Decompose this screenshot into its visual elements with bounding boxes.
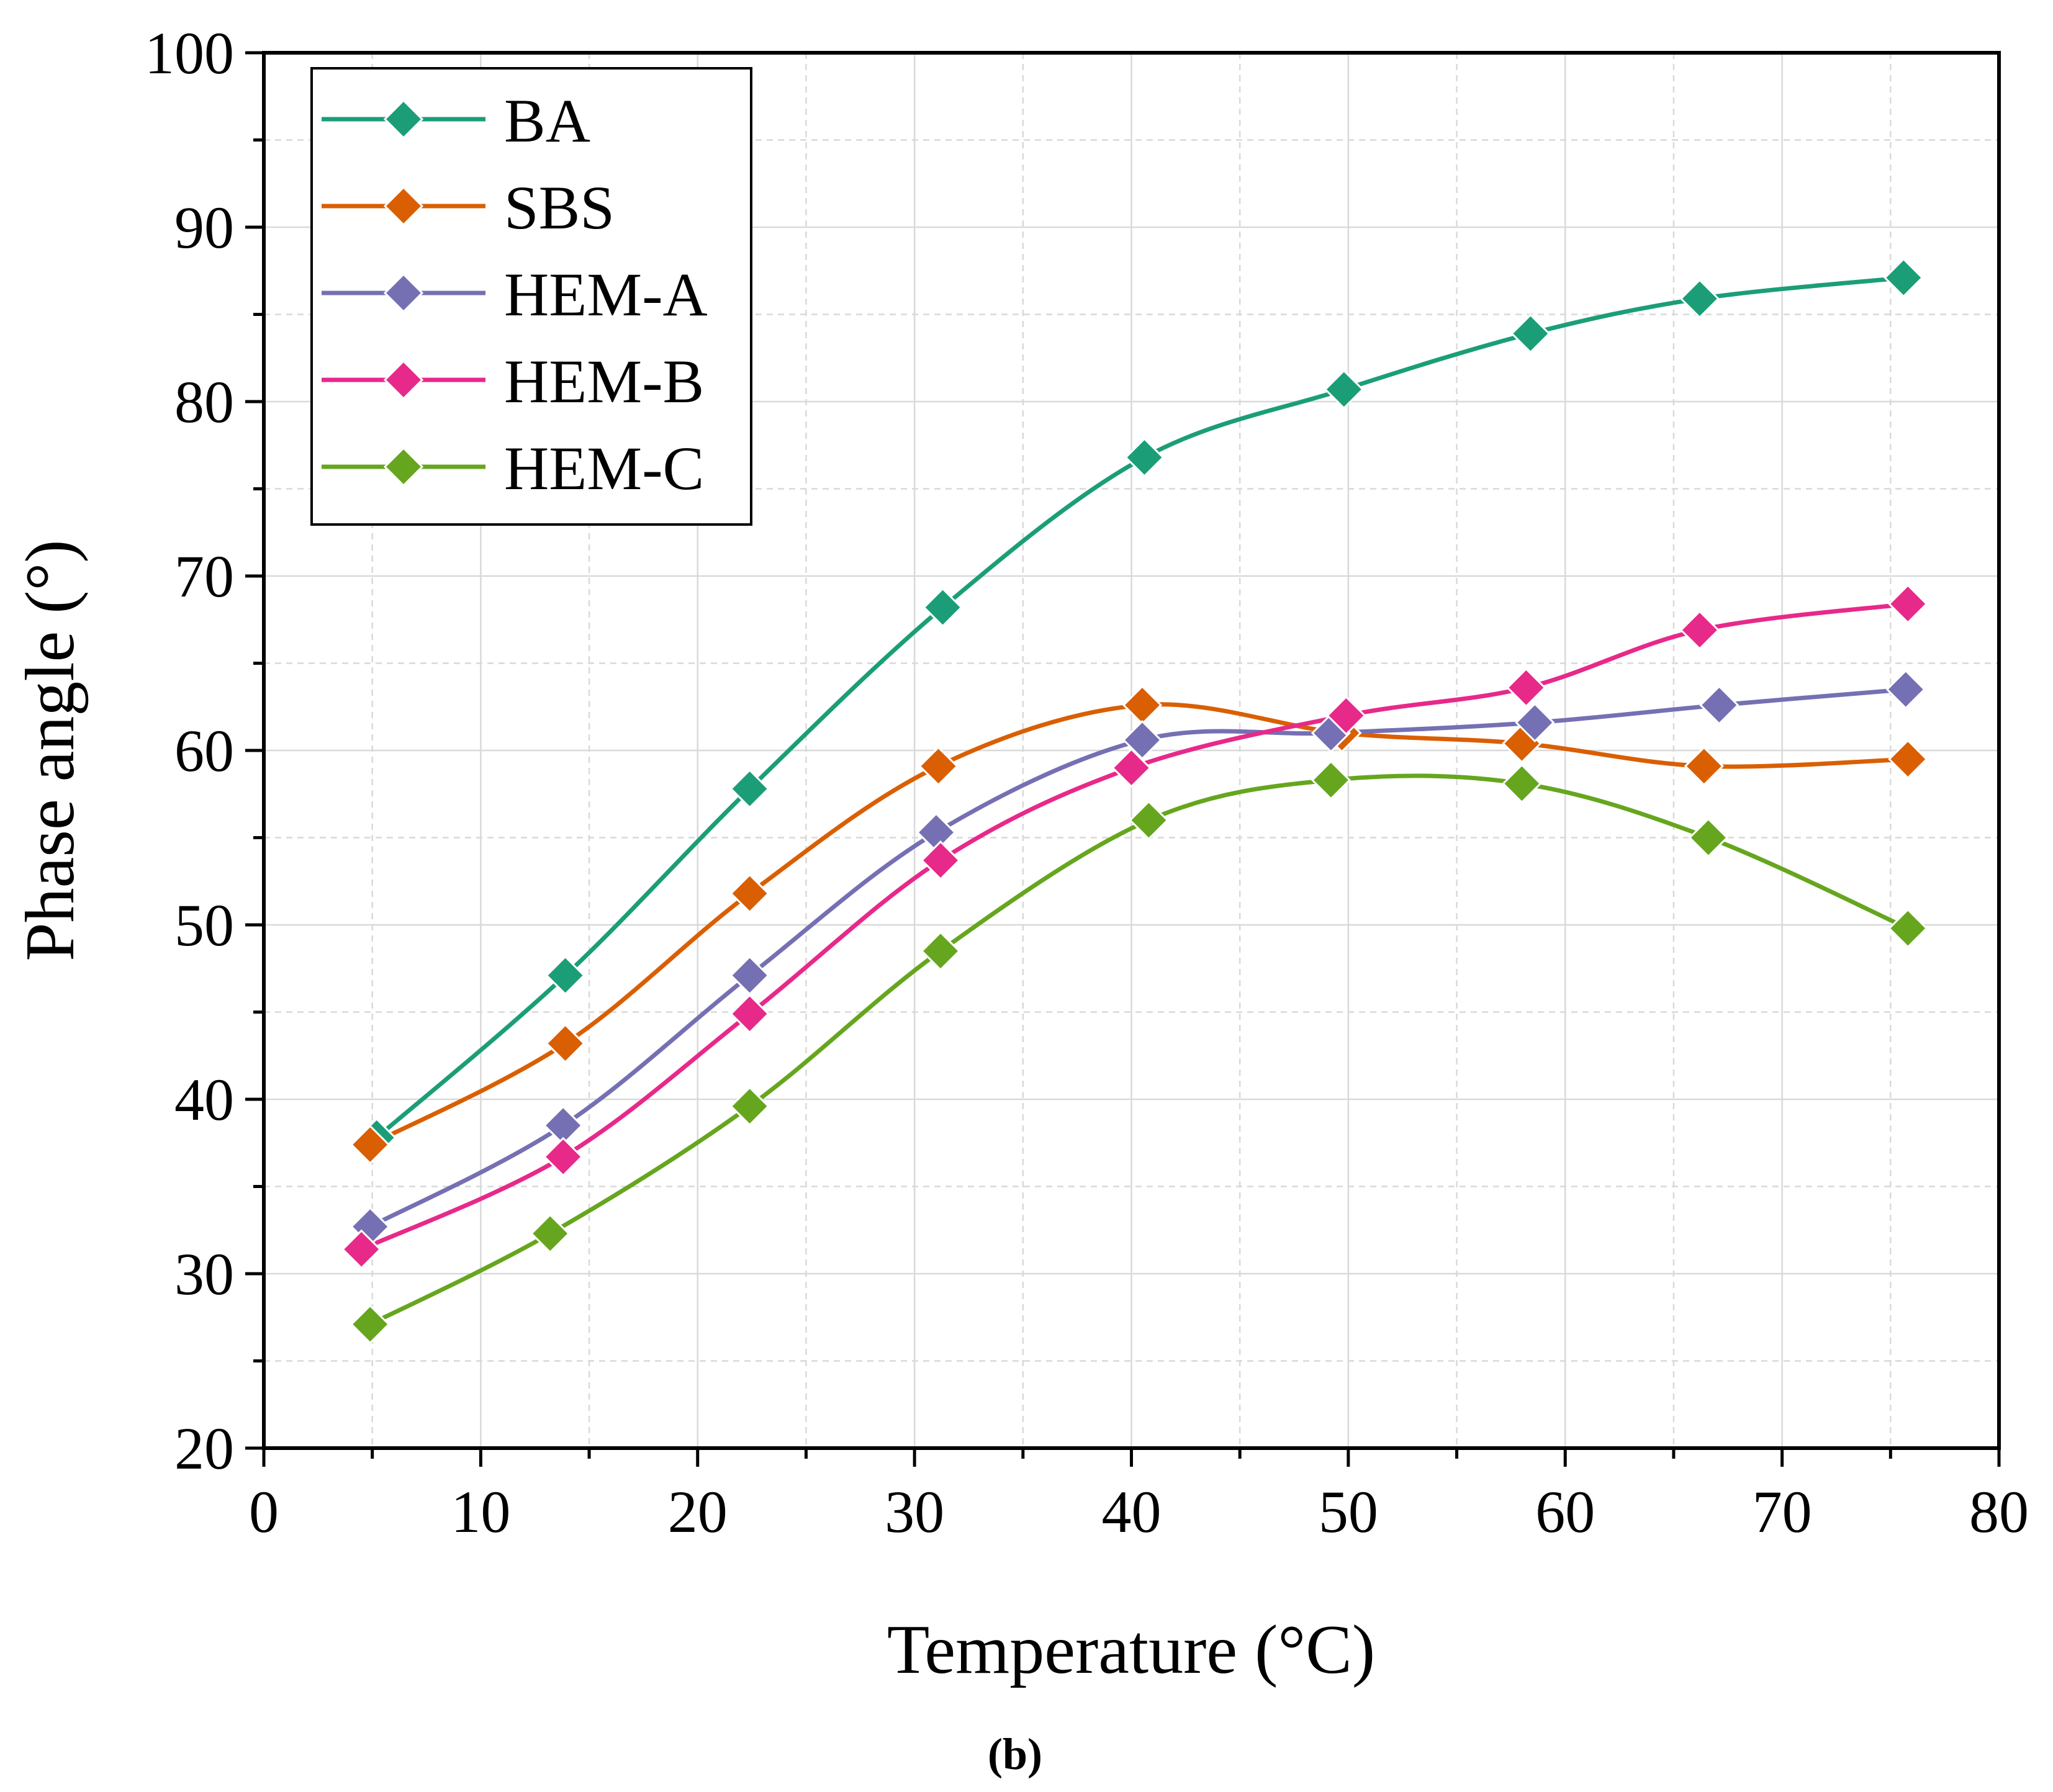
data-point-hem-c (350, 1304, 390, 1344)
series-line-hem-a (369, 687, 1906, 1229)
data-point-hem-b (729, 994, 770, 1034)
data-point-sbs (918, 746, 959, 786)
data-point-hem-b (543, 1137, 584, 1177)
data-point-hem-a (1122, 720, 1163, 760)
data-point-hem-a (1699, 685, 1739, 726)
y-tick-label: 100 (145, 20, 234, 86)
tick-labels: 0 10 20 30 40 50 60 70 80 20 30 40 50 60 70 80 90 100 (145, 20, 2029, 1545)
legend-marker-hem-c (383, 446, 424, 487)
data-point-ba (1124, 437, 1165, 478)
data-point-hem-b (1326, 695, 1366, 736)
x-tick-label: 40 (1102, 1479, 1162, 1545)
data-markers (341, 258, 1928, 1344)
x-axis-title: Temperature (°C) (887, 1611, 1375, 1688)
data-point-ba (1510, 313, 1551, 354)
x-tick-label: 30 (885, 1479, 944, 1545)
data-point-hem-b (341, 1229, 382, 1269)
data-point-hem-b (1506, 667, 1546, 708)
data-point-hem-c (1688, 817, 1728, 858)
data-point-sbs (1684, 746, 1724, 786)
data-point-sbs (350, 1124, 390, 1165)
data-point-hem-c (1888, 908, 1928, 948)
data-point-hem-a (1885, 669, 1926, 709)
legend-marker-hem-a (383, 272, 424, 313)
axis-ticks (245, 51, 2001, 1467)
data-point-hem-b (1888, 583, 1928, 624)
legend-label-sbs: SBS (504, 173, 615, 242)
data-point-hem-b (920, 840, 961, 881)
panel-label: (b) (988, 1729, 1042, 1779)
data-point-hem-c (1502, 763, 1542, 804)
data-point-hem-c (920, 931, 961, 971)
series-line-hem-c (369, 773, 1909, 1326)
series-lines (360, 276, 1909, 1326)
data-point-hem-c (1129, 800, 1169, 840)
legend-marker-sbs (383, 186, 424, 227)
data-point-ba (545, 955, 585, 996)
x-tick-label: 0 (249, 1479, 279, 1545)
data-point-hem-b (1679, 610, 1720, 651)
y-axis-title: Phase angle (°) (12, 539, 89, 961)
y-tick-label: 40 (174, 1066, 234, 1133)
data-point-hem-c (1311, 760, 1351, 800)
data-point-ba (1884, 258, 1924, 298)
data-point-hem-a (1515, 702, 1555, 743)
x-tick-label: 70 (1753, 1479, 1812, 1545)
y-tick-label: 70 (174, 543, 234, 610)
data-point-hem-b (1111, 747, 1152, 788)
legend-box (310, 67, 752, 526)
data-point-ba (923, 587, 963, 628)
data-point-hem-c (729, 1086, 770, 1127)
x-tick-label: 50 (1319, 1479, 1378, 1545)
x-tick-label: 60 (1535, 1479, 1595, 1545)
legend-label-hem-b: HEM-B (504, 347, 704, 416)
y-tick-label: 30 (174, 1241, 234, 1307)
y-tick-label: 50 (174, 892, 234, 958)
legend-marker-ba (383, 99, 424, 140)
legend-label-hem-c: HEM-C (504, 434, 704, 503)
data-point-sbs (1888, 739, 1928, 780)
series-line-ba (375, 276, 1904, 1140)
data-point-sbs (545, 1023, 585, 1064)
legend: BA SBS HEM-A HEM-B HEM-C (310, 67, 752, 526)
data-point-ba (1324, 369, 1365, 410)
data-point-hem-c (530, 1213, 571, 1254)
y-tick-label: 20 (174, 1415, 234, 1482)
data-point-sbs (729, 873, 770, 914)
y-tick-label: 60 (174, 718, 234, 784)
x-tick-label: 80 (1969, 1479, 2029, 1545)
legend-label-ba: BA (504, 86, 590, 155)
data-point-ba (1679, 279, 1720, 319)
y-tick-label: 80 (174, 369, 234, 435)
x-tick-label: 10 (451, 1479, 510, 1545)
legend-marker-hem-b (383, 359, 424, 400)
x-tick-label: 20 (668, 1479, 728, 1545)
y-tick-label: 90 (174, 194, 234, 261)
legend-label-hem-a: HEM-A (504, 260, 708, 329)
data-point-ba (729, 768, 770, 809)
